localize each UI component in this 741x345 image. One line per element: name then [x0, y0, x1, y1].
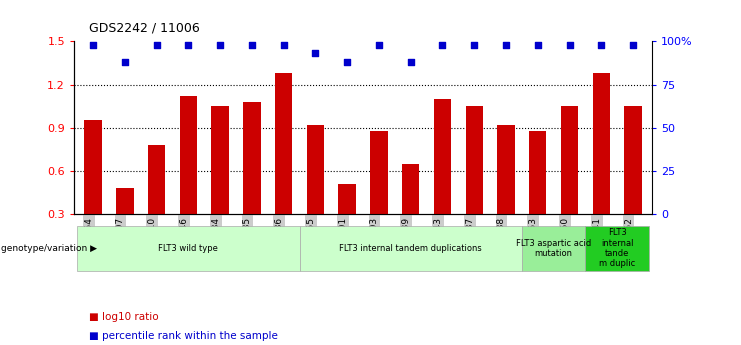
Point	[500, 42, 512, 48]
Point	[532, 42, 544, 48]
Text: GSM48253: GSM48253	[529, 217, 538, 266]
Bar	[433, 99, 451, 214]
Bar	[497, 125, 515, 214]
Text: GSM48585: GSM48585	[243, 217, 252, 266]
Point	[342, 59, 353, 65]
Text: GSM48539: GSM48539	[402, 217, 411, 266]
Bar	[593, 73, 610, 214]
Text: FLT3
internal
tande
m duplic: FLT3 internal tande m duplic	[599, 228, 635, 268]
Point	[87, 42, 99, 48]
Bar	[370, 130, 388, 214]
Text: ■ log10 ratio: ■ log10 ratio	[89, 313, 159, 322]
Point	[373, 42, 385, 48]
Bar	[307, 125, 324, 214]
FancyBboxPatch shape	[299, 226, 522, 271]
Point	[246, 42, 258, 48]
Text: genotype/variation ▶: genotype/variation ▶	[1, 244, 97, 253]
Point	[564, 42, 576, 48]
Point	[278, 42, 290, 48]
Text: GSM48501: GSM48501	[338, 217, 348, 266]
Text: GSM48543: GSM48543	[433, 217, 442, 266]
Text: ■ percentile rank within the sample: ■ percentile rank within the sample	[89, 332, 278, 341]
Text: FLT3 aspartic acid
mutation: FLT3 aspartic acid mutation	[516, 239, 591, 258]
Text: GSM48254: GSM48254	[84, 217, 93, 266]
Text: GDS2242 / 11006: GDS2242 / 11006	[89, 21, 199, 34]
Bar	[211, 106, 229, 214]
Point	[214, 42, 226, 48]
Text: GSM48586: GSM48586	[275, 217, 284, 266]
Point	[150, 42, 162, 48]
Text: GSM48587: GSM48587	[465, 217, 474, 266]
Bar	[116, 188, 133, 214]
FancyBboxPatch shape	[585, 226, 649, 271]
Text: GSM48584: GSM48584	[211, 217, 220, 266]
Text: GSM48546: GSM48546	[179, 217, 188, 266]
Point	[405, 59, 416, 65]
Point	[468, 42, 480, 48]
Text: GSM48255: GSM48255	[307, 217, 316, 266]
Text: GSM48350: GSM48350	[560, 217, 570, 266]
Point	[436, 42, 448, 48]
Text: GSM48507: GSM48507	[116, 217, 125, 266]
Bar	[148, 145, 165, 214]
Point	[182, 42, 194, 48]
Bar	[465, 106, 483, 214]
Text: FLT3 wild type: FLT3 wild type	[159, 244, 219, 253]
Bar	[529, 130, 546, 214]
Text: GSM48588: GSM48588	[497, 217, 506, 266]
Bar	[275, 73, 293, 214]
Point	[627, 42, 639, 48]
Point	[595, 42, 607, 48]
Bar	[339, 184, 356, 214]
Point	[119, 59, 131, 65]
Text: GSM48510: GSM48510	[147, 217, 156, 266]
Bar	[84, 120, 102, 214]
Text: GSM48541: GSM48541	[592, 217, 601, 266]
Bar	[624, 106, 642, 214]
Text: FLT3 internal tandem duplications: FLT3 internal tandem duplications	[339, 244, 482, 253]
Bar	[402, 164, 419, 214]
FancyBboxPatch shape	[522, 226, 585, 271]
Point	[310, 51, 322, 56]
Bar	[243, 102, 261, 214]
Bar	[179, 96, 197, 214]
Text: GSM48503: GSM48503	[370, 217, 379, 266]
Bar	[561, 106, 578, 214]
Text: GSM48252: GSM48252	[624, 217, 633, 266]
FancyBboxPatch shape	[77, 226, 299, 271]
